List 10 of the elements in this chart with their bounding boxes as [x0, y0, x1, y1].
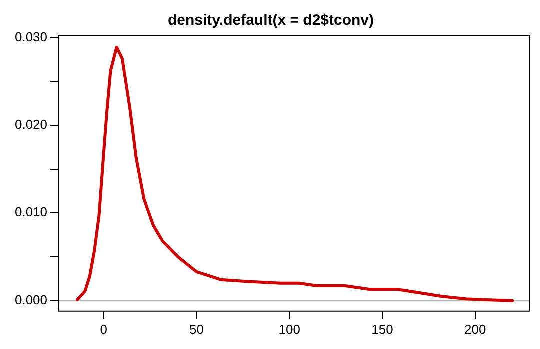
x-tick-label: 100 [278, 322, 300, 337]
x-tick-label: 150 [372, 322, 394, 337]
y-tick-label: 0.030 [14, 29, 48, 44]
y-tick-label: 0.020 [14, 117, 48, 132]
y-tick-label: 0.010 [14, 204, 48, 220]
x-tick-label: 0 [100, 322, 108, 337]
chart-title: density.default(x = d2$tconv) [168, 12, 374, 30]
x-tick-label: 50 [190, 322, 204, 337]
x-tick-label: 200 [464, 322, 486, 337]
y-tick-label: 0.000 [14, 292, 48, 308]
